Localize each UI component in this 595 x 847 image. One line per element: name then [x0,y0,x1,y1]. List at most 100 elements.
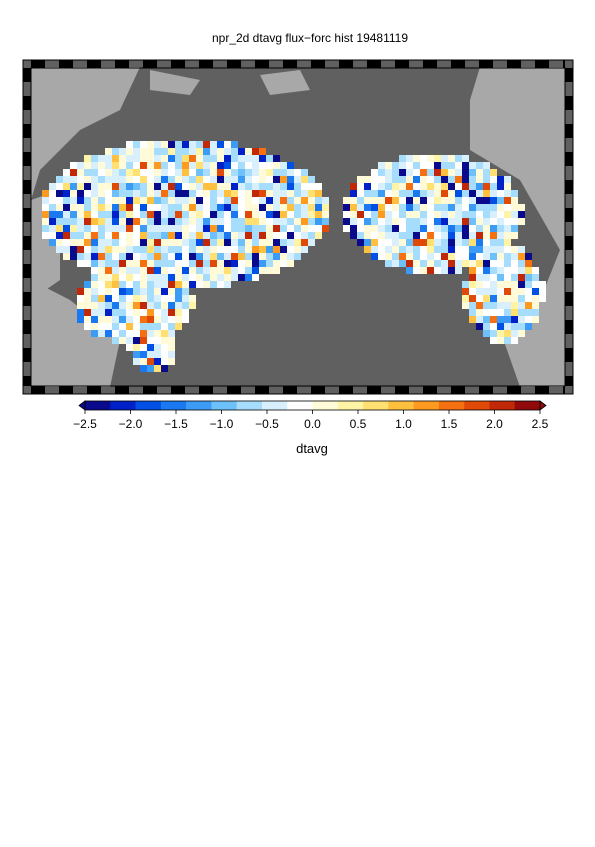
data-cell [91,204,98,211]
data-cell [392,190,399,197]
data-cell [413,155,420,162]
data-cell [231,204,238,211]
data-cell [154,267,161,274]
data-cell [294,253,301,260]
data-cell [182,295,189,302]
data-cell [287,246,294,253]
data-cell [119,162,126,169]
data-cell [490,288,497,295]
frame-stripe [565,320,573,334]
land [31,67,140,200]
data-cell [133,351,140,358]
data-cell [91,253,98,260]
data-cell [399,169,406,176]
data-cell [77,225,84,232]
data-cell [238,169,245,176]
data-cell [126,190,133,197]
data-cell [231,176,238,183]
data-cell [98,288,105,295]
data-cell [469,211,476,218]
data-cell [63,239,70,246]
data-cell [70,162,77,169]
data-cell [441,239,448,246]
data-cell [140,141,147,148]
data-cell [448,267,455,274]
data-cell [133,337,140,344]
data-cell [168,260,175,267]
data-cell [490,337,497,344]
data-cell [49,218,56,225]
data-cell [511,218,518,225]
data-cell [112,211,119,218]
data-cell [182,141,189,148]
data-cell [231,260,238,267]
data-cell [434,218,441,225]
data-cell [182,246,189,253]
data-cell [497,232,504,239]
data-cell [42,204,49,211]
data-cell [168,204,175,211]
data-cell [448,169,455,176]
frame-stripe [23,180,31,194]
data-cell [490,309,497,316]
data-cell [161,162,168,169]
data-cell [168,148,175,155]
data-cell [105,225,112,232]
data-cell [70,225,77,232]
data-cell [147,309,154,316]
data-cell [469,197,476,204]
data-cell [98,211,105,218]
data-cell [217,274,224,281]
data-cell [182,253,189,260]
data-cell [371,176,378,183]
data-cell [371,239,378,246]
data-cell [154,288,161,295]
data-cell [266,260,273,267]
data-cell [84,190,91,197]
data-cell [434,190,441,197]
data-cell [301,225,308,232]
data-cell [343,218,350,225]
data-cell [413,204,420,211]
data-cell [371,197,378,204]
data-cell [175,302,182,309]
data-cell [245,267,252,274]
data-cell [434,260,441,267]
data-cell [70,218,77,225]
data-cell [511,288,518,295]
frame-stripe [227,386,241,394]
data-cell [266,225,273,232]
data-cell [252,197,259,204]
data-cell [196,211,203,218]
data-cell [511,253,518,260]
data-cell [175,176,182,183]
data-cell [175,295,182,302]
data-cell [315,183,322,190]
data-cell [511,323,518,330]
data-cell [126,176,133,183]
colorbar-segment [514,401,541,410]
data-cell [448,162,455,169]
data-cell [147,232,154,239]
data-cell [294,239,301,246]
colorbar-tick-label: −0.5 [255,417,279,431]
data-cell [119,330,126,337]
data-cell [245,211,252,218]
data-cell [133,155,140,162]
data-cell [231,218,238,225]
data-cell [483,204,490,211]
data-cell [476,246,483,253]
data-cell [133,253,140,260]
data-cell [231,169,238,176]
data-cell [63,246,70,253]
data-cell [518,323,525,330]
data-cell [287,183,294,190]
data-cell [245,176,252,183]
data-cell [42,190,49,197]
data-cell [364,232,371,239]
data-cell [112,288,119,295]
data-cell [112,260,119,267]
data-cell [217,190,224,197]
data-cell [224,197,231,204]
data-cell [84,183,91,190]
